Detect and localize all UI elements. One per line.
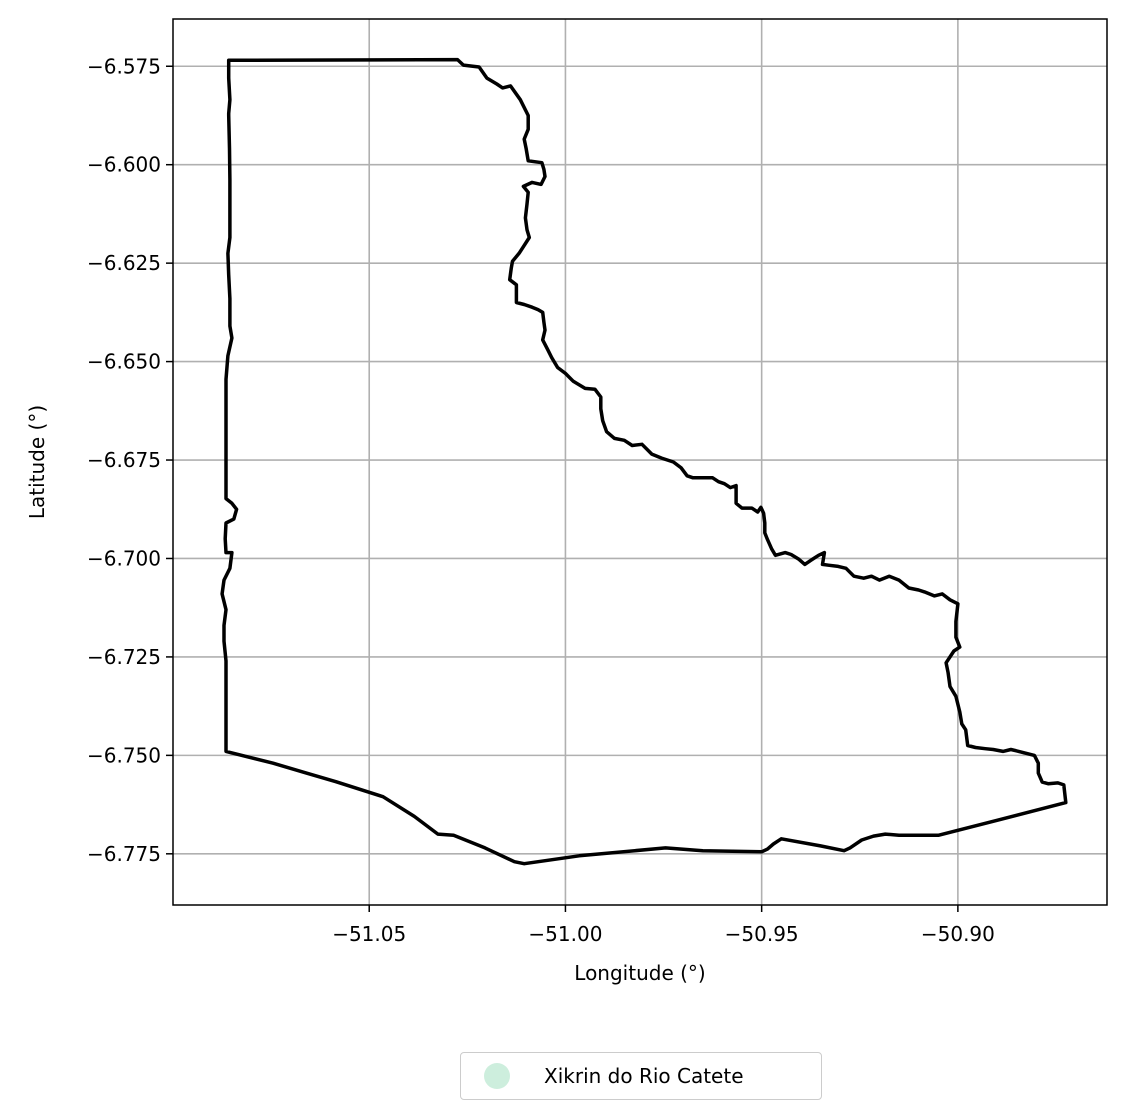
x-tick-label: −50.95: [725, 922, 799, 946]
territory-boundary: [220, 57, 1068, 866]
y-tick-label: −6.725: [87, 645, 161, 669]
x-tick-label: −50.90: [921, 922, 995, 946]
y-tick-label: −6.575: [87, 54, 161, 78]
legend-marker: [484, 1063, 510, 1089]
ticks: −51.05 −51.00 −50.95 −50.90 −6.575 −6.600 −6.6…: [87, 54, 995, 946]
x-tick-label: −51.00: [528, 922, 602, 946]
grid: [173, 19, 1107, 905]
y-axis-label: Latitude (°): [25, 405, 49, 519]
x-axis-label: Longitude (°): [574, 961, 705, 985]
y-tick-label: −6.600: [87, 153, 161, 177]
territory-layer: [220, 57, 1068, 866]
x-tick-label: −51.05: [332, 922, 406, 946]
y-tick-label: −6.675: [87, 448, 161, 472]
legend: Xikrin do Rio Catete: [460, 1052, 822, 1100]
y-tick-label: −6.650: [87, 350, 161, 374]
y-tick-label: −6.625: [87, 251, 161, 275]
y-tick-label: −6.775: [87, 842, 161, 866]
y-tick-label: −6.700: [87, 546, 161, 570]
legend-label: Xikrin do Rio Catete: [544, 1064, 744, 1088]
y-tick-label: −6.750: [87, 743, 161, 767]
axes-frame: [172, 18, 1108, 906]
